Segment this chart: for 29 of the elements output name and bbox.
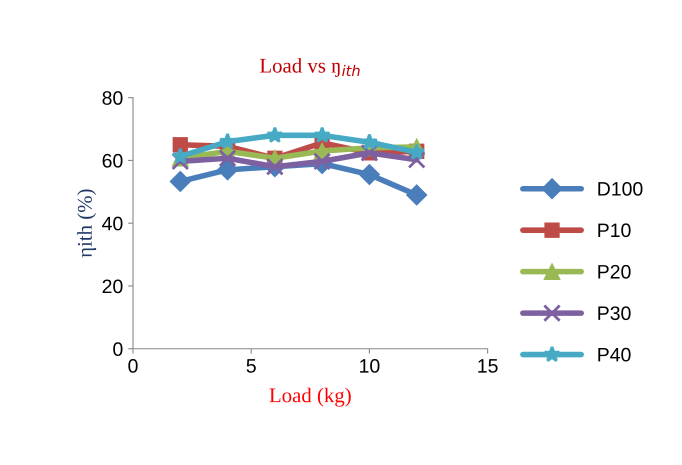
point — [171, 152, 190, 170]
point — [170, 170, 191, 192]
point — [406, 184, 428, 206]
x-tick-label: 15 — [478, 359, 498, 373]
x-tick-label: 5 — [246, 359, 256, 373]
point — [172, 137, 188, 152]
point — [358, 164, 380, 186]
point — [218, 132, 236, 150]
y-tick-label: 80 — [102, 91, 123, 105]
legend-label: P20 — [598, 264, 631, 279]
chart-title: Load vs ŋ$_{ith}$ — [260, 58, 360, 77]
legend-label: D100 — [598, 182, 642, 196]
legend-label: P10 — [598, 223, 631, 238]
point — [218, 149, 237, 168]
point — [313, 126, 331, 143]
point — [408, 150, 426, 169]
y-tick-label: 0 — [113, 342, 123, 356]
x-tick-label: 10 — [360, 358, 380, 373]
point — [266, 126, 284, 143]
y-tick-label: 20 — [102, 279, 123, 294]
legend-label: P30 — [598, 306, 631, 320]
point — [217, 159, 238, 180]
x-tick-label: 0 — [128, 358, 138, 373]
point — [313, 152, 332, 170]
legend-label: P40 — [598, 348, 631, 362]
y-tick-label: 60 — [102, 154, 123, 168]
y-tick-label: 40 — [102, 216, 123, 230]
y-axis-title: ηith (%) — [77, 189, 96, 258]
x-axis-title: Load (kg) — [270, 388, 351, 407]
